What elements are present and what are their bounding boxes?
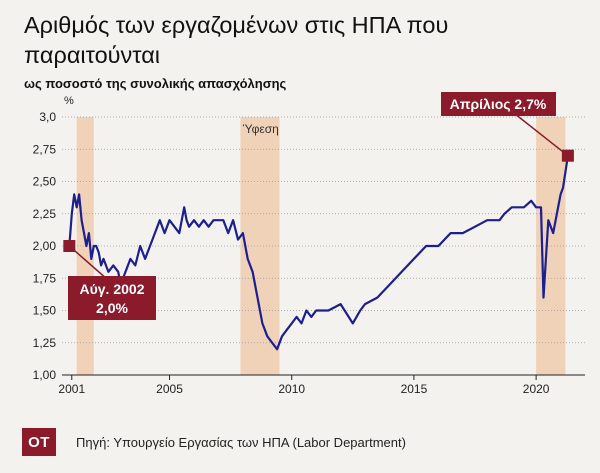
y-tick-label: 1,00 xyxy=(33,368,57,382)
recession-label: Ύφεση xyxy=(242,122,278,136)
callout-box xyxy=(68,276,156,320)
source-note: Πηγή: Υπουργείο Εργασίας των ΗΠΑ (Labor … xyxy=(76,435,406,450)
grid-lines: 1,00 1,25 1,50 1,75 2,00 2,25 2,50 2,75 3,0 xyxy=(33,110,585,382)
callout-label: Απρίλιος 2,7% xyxy=(450,96,547,112)
y-tick-label: 2,25 xyxy=(33,207,57,221)
callout-leader xyxy=(68,245,109,281)
chart-subtitle: ως ποσοστό της συνολικής απασχόλησης xyxy=(24,76,287,91)
y-unit-label: % xyxy=(64,95,74,107)
x-tick-label: 2005 xyxy=(156,382,183,396)
x-tick-label: 2001 xyxy=(58,382,85,396)
series-layer xyxy=(68,155,569,351)
x-tick-label: 2015 xyxy=(401,382,428,396)
y-tick-label: 2,50 xyxy=(33,175,57,189)
y-tick-label: 2,00 xyxy=(33,239,57,253)
recession-band xyxy=(536,117,566,375)
axes: 2001 2005 2010 2015 2020 xyxy=(58,374,585,396)
y-tick-label: 2,75 xyxy=(33,142,57,156)
callout-leader xyxy=(509,109,569,157)
x-tick-label: 2020 xyxy=(523,382,550,396)
y-tick-label: 3,0 xyxy=(39,110,56,124)
annotation-marker xyxy=(561,149,574,162)
annotations: Αύγ. 2002 2,0% Απρίλιος 2,7% xyxy=(63,92,574,320)
chart-title: Αριθμός των εργαζομένων στις ΗΠΑ που παρ… xyxy=(24,12,449,68)
callout-box xyxy=(441,92,556,116)
y-tick-label: 1,25 xyxy=(33,336,57,350)
y-tick-label: 1,75 xyxy=(33,271,57,285)
y-tick-label: 1,50 xyxy=(33,304,57,318)
brand-logo: ΟΤ xyxy=(22,428,56,456)
callout-label: Αύγ. 2002 xyxy=(80,281,145,297)
callout-value: 2,0% xyxy=(96,300,128,316)
annotation-marker xyxy=(63,240,76,252)
x-tick-label: 2010 xyxy=(278,382,305,396)
recession-band xyxy=(76,117,94,375)
series-line xyxy=(68,155,569,351)
